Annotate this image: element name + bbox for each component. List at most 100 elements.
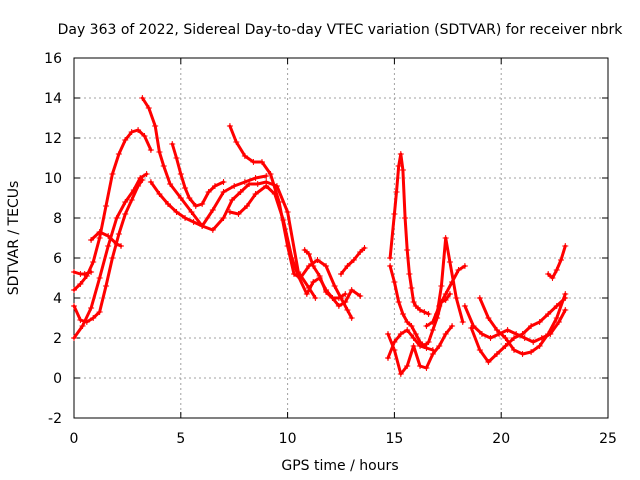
- data-point: [199, 201, 206, 207]
- data-point: [562, 243, 569, 249]
- data-point: [252, 191, 259, 197]
- data-point: [280, 217, 287, 223]
- data-point: [485, 359, 492, 365]
- data-point: [182, 185, 189, 191]
- data-point: [404, 327, 411, 333]
- y-tick-label: -2: [48, 411, 62, 427]
- data-point: [96, 235, 103, 241]
- data-point: [182, 215, 189, 221]
- data-point: [461, 263, 468, 269]
- data-point: [530, 339, 537, 345]
- data-point: [391, 211, 398, 217]
- y-tick-label: 10: [44, 171, 62, 187]
- data-point: [220, 179, 227, 185]
- data-point: [436, 343, 443, 349]
- data-point: [502, 335, 509, 341]
- data-point: [417, 363, 424, 369]
- data-point: [241, 153, 248, 159]
- data-point: [493, 351, 500, 357]
- data-point: [156, 149, 163, 155]
- data-point: [303, 291, 310, 297]
- data-point: [423, 365, 430, 371]
- data-point: [412, 303, 419, 309]
- data-point: [402, 215, 409, 221]
- data-point: [267, 171, 274, 177]
- data-point: [77, 281, 84, 287]
- data-point: [391, 279, 398, 285]
- data-point: [167, 181, 174, 187]
- data-point: [177, 195, 184, 201]
- series-line: [435, 236, 465, 324]
- data-point: [417, 343, 424, 349]
- series-group: [147, 173, 270, 229]
- series-group: [476, 291, 569, 357]
- data-point: [310, 263, 317, 269]
- data-point: [476, 347, 483, 353]
- data-point: [323, 289, 330, 295]
- data-point: [549, 275, 556, 281]
- data-point: [485, 315, 492, 321]
- data-point: [173, 155, 180, 161]
- data-point: [393, 189, 400, 195]
- series-group: [387, 151, 432, 317]
- data-point: [237, 189, 244, 195]
- data-point: [88, 237, 95, 243]
- data-point: [271, 191, 278, 197]
- data-point: [295, 273, 302, 279]
- data-point: [442, 235, 449, 241]
- data-point: [397, 151, 404, 157]
- series-group: [384, 327, 436, 361]
- data-point: [453, 295, 460, 301]
- data-point: [536, 319, 543, 325]
- data-point: [348, 287, 355, 293]
- series-group: [71, 171, 150, 341]
- data-point: [122, 137, 129, 143]
- data-point: [316, 273, 323, 279]
- y-tick-label: 16: [44, 51, 62, 67]
- data-point: [209, 207, 216, 213]
- data-point: [357, 293, 364, 299]
- data-point: [177, 171, 184, 177]
- data-point: [449, 323, 456, 329]
- data-point: [220, 189, 227, 195]
- data-point: [310, 279, 317, 285]
- data-point: [113, 241, 120, 247]
- y-axis-label: SDTVAR / TECUs: [6, 181, 22, 296]
- data-point: [528, 323, 535, 329]
- data-point: [555, 319, 562, 325]
- data-point: [399, 167, 406, 173]
- series-group: [301, 247, 349, 301]
- data-point: [258, 159, 265, 165]
- series-line: [72, 172, 149, 340]
- data-point: [384, 355, 391, 361]
- data-point: [545, 331, 552, 337]
- data-point: [90, 315, 97, 321]
- y-tick-label: 6: [53, 251, 62, 267]
- data-point: [263, 183, 270, 189]
- data-point: [156, 191, 163, 197]
- data-point: [115, 151, 122, 157]
- data-point: [404, 247, 411, 253]
- data-point: [487, 335, 494, 341]
- data-point: [192, 203, 199, 209]
- data-point: [519, 331, 526, 337]
- x-tick-label: 15: [385, 431, 403, 447]
- data-point: [442, 291, 449, 297]
- data-point: [250, 159, 257, 165]
- data-point: [504, 327, 511, 333]
- y-tick-label: 0: [53, 371, 62, 387]
- data-point: [442, 331, 449, 337]
- series-group: [169, 141, 227, 209]
- data-point: [143, 171, 150, 177]
- data-point: [511, 335, 518, 341]
- data-point: [417, 307, 424, 313]
- data-point: [511, 347, 518, 353]
- data-point: [410, 335, 417, 341]
- series-group: [71, 269, 95, 277]
- data-point: [406, 271, 413, 277]
- data-point: [284, 209, 291, 215]
- data-point: [263, 173, 270, 179]
- data-point: [397, 371, 404, 377]
- data-point: [79, 323, 86, 329]
